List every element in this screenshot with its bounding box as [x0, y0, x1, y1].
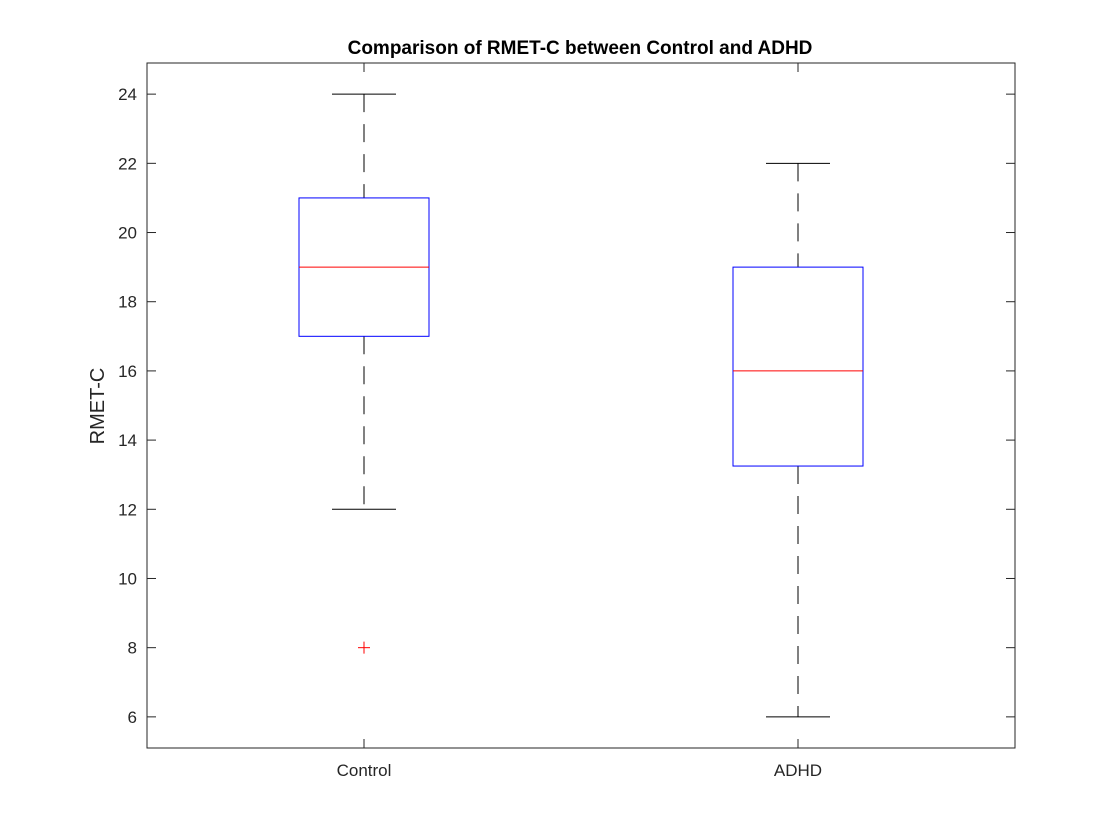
- x-tick-label: Control: [337, 761, 392, 780]
- y-tick-label: 18: [118, 293, 137, 312]
- y-tick-label: 6: [128, 708, 137, 727]
- y-tick-label: 16: [118, 362, 137, 381]
- y-axis-label: RMET-C: [87, 368, 109, 445]
- iqr-box: [732, 266, 864, 467]
- y-tick-label: 20: [118, 224, 137, 243]
- plot-area: 6 8 10 12 14 16 18 20 22 24 Control ADHD: [118, 62, 1016, 780]
- y-tick-label: 14: [118, 431, 137, 450]
- y-tick-label: 22: [118, 154, 137, 173]
- x-tick-label: ADHD: [774, 761, 822, 780]
- axes-frame: [146, 62, 1016, 749]
- y-tick-label: 10: [118, 569, 137, 588]
- y-tick-label: 24: [118, 85, 137, 104]
- chart-title: Comparison of RMET-C between Control and…: [348, 38, 813, 59]
- y-tick-label: 12: [118, 500, 137, 519]
- y-tick-label: 8: [128, 639, 137, 658]
